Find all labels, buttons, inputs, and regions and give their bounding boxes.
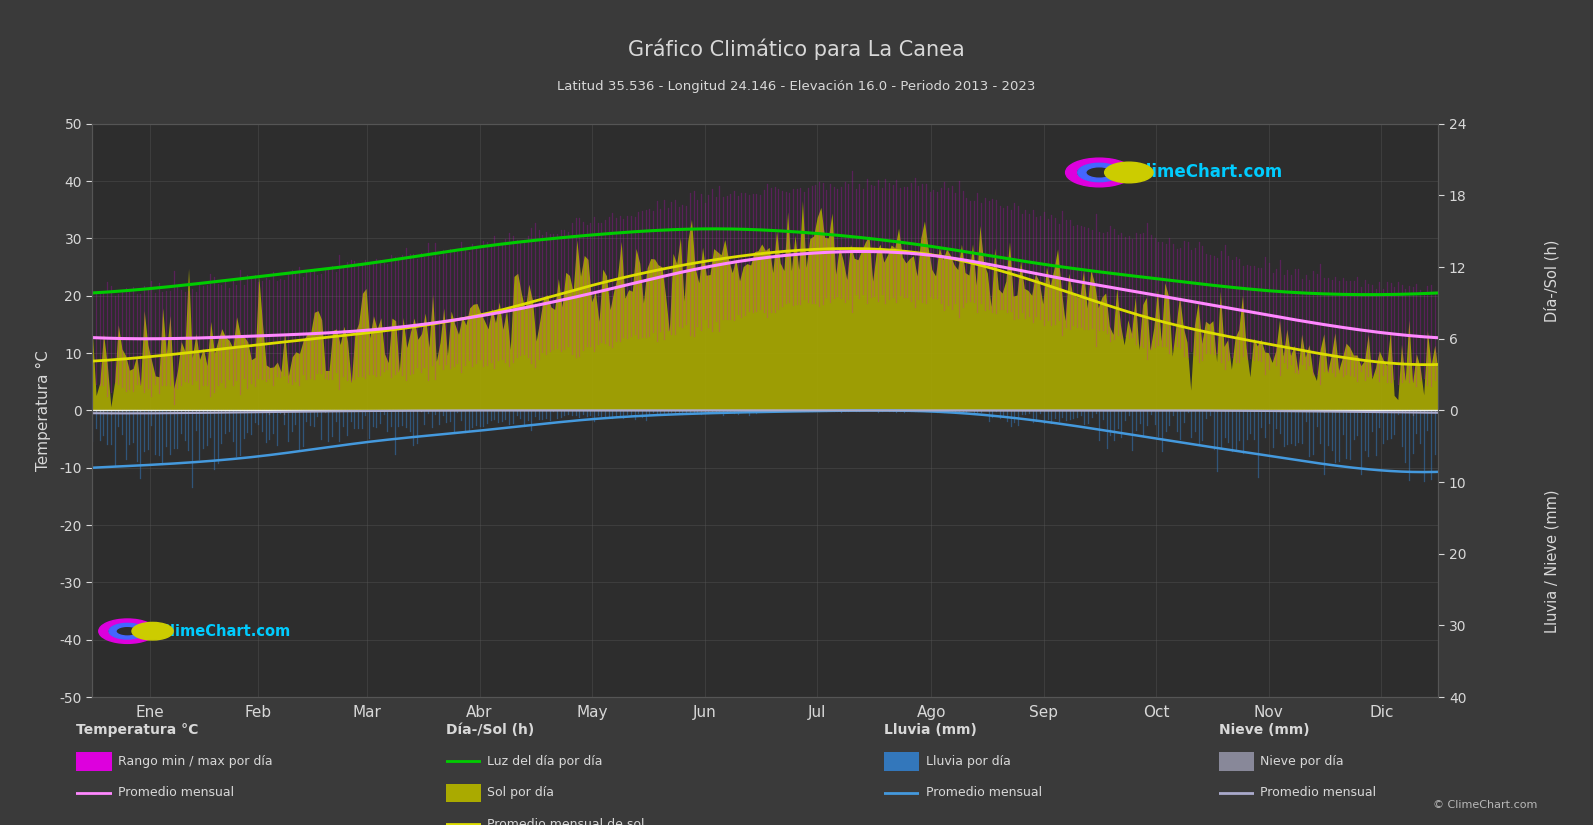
Text: Promedio mensual: Promedio mensual xyxy=(1260,786,1376,799)
Text: © ClimeChart.com: © ClimeChart.com xyxy=(1432,800,1537,810)
Text: Lluvia por día: Lluvia por día xyxy=(926,755,1010,768)
Text: Lluvia / Nieve (mm): Lluvia / Nieve (mm) xyxy=(1544,489,1560,633)
Text: ClimeChart.com: ClimeChart.com xyxy=(148,624,290,639)
Text: Gráfico Climático para La Canea: Gráfico Climático para La Canea xyxy=(628,39,965,60)
Circle shape xyxy=(132,622,174,640)
Text: Promedio mensual: Promedio mensual xyxy=(118,786,234,799)
Text: ClimeChart.com: ClimeChart.com xyxy=(1121,163,1282,182)
Text: Lluvia (mm): Lluvia (mm) xyxy=(884,724,977,737)
Text: Rango min / max por día: Rango min / max por día xyxy=(118,755,272,768)
Text: Sol por día: Sol por día xyxy=(487,786,554,799)
Text: Nieve por día: Nieve por día xyxy=(1260,755,1343,768)
Text: Luz del día por día: Luz del día por día xyxy=(487,755,604,768)
Y-axis label: Temperatura °C: Temperatura °C xyxy=(37,350,51,471)
Circle shape xyxy=(1104,163,1153,183)
Text: Latitud 35.536 - Longitud 24.146 - Elevación 16.0 - Periodo 2013 - 2023: Latitud 35.536 - Longitud 24.146 - Eleva… xyxy=(558,80,1035,93)
Text: Día-/Sol (h): Día-/Sol (h) xyxy=(446,724,534,737)
Text: Día-/Sol (h): Día-/Sol (h) xyxy=(1544,239,1560,322)
Text: Nieve (mm): Nieve (mm) xyxy=(1219,724,1309,737)
Text: Temperatura °C: Temperatura °C xyxy=(76,724,199,737)
Text: Promedio mensual: Promedio mensual xyxy=(926,786,1042,799)
Text: Promedio mensual de sol: Promedio mensual de sol xyxy=(487,818,645,825)
